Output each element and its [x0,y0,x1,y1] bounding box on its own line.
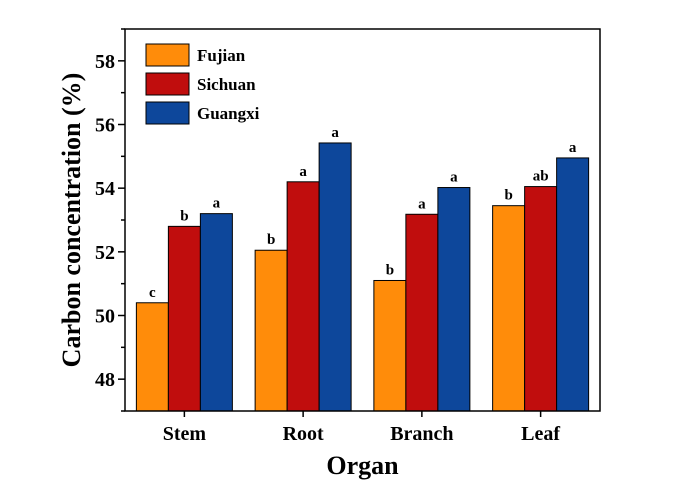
sig-label-sichuan-stem: b [180,208,188,224]
sig-label-sichuan-leaf: ab [533,169,549,185]
sig-label-fujian-branch: b [386,262,394,278]
y-tick-label: 52 [95,242,115,264]
legend-label-guangxi: Guangxi [197,104,260,123]
bar-sichuan-branch [405,213,439,412]
bar-fujian-leaf [492,205,526,412]
y-tick-label: 48 [95,369,115,391]
sig-label-guangxi-branch: a [450,170,458,186]
sig-label-fujian-leaf: b [504,188,512,204]
bar-fujian-branch [373,279,407,412]
bar-sichuan-leaf [524,186,558,412]
legend-label-sichuan: Sichuan [197,75,256,94]
bar-guangxi-leaf [556,157,590,412]
bar-sichuan-stem [167,225,201,412]
x-tick-label-leaf: Leaf [521,423,560,445]
plot-frame [124,28,601,412]
y-tick-label: 56 [95,115,115,137]
bar-guangxi-branch [437,187,471,412]
sig-label-guangxi-leaf: a [569,140,577,156]
x-tick-label-stem: Stem [163,423,207,445]
y-tick-label: 50 [95,306,115,328]
y-axis-title: Carbon concentration (%) [57,73,86,368]
x-tick-label-root: Root [283,423,324,445]
bar-guangxi-stem [199,213,233,412]
legend-label-fujian: Fujian [197,46,246,65]
bar-fujian-stem [135,302,169,412]
legend-swatch-guangxi [145,101,190,125]
sig-label-sichuan-root: a [299,164,307,180]
y-axis: 48 50 52 54 56 58 [95,28,125,412]
y-tick-label: 58 [95,51,115,73]
x-tick-label-branch: Branch [390,423,453,445]
bars-group [135,142,590,412]
legend-swatch-fujian [145,43,190,67]
bar-guangxi-root [318,142,352,412]
bar-fujian-root [254,249,288,412]
sig-label-guangxi-stem: a [213,196,221,212]
sig-label-fujian-root: b [267,232,275,248]
sig-label-guangxi-root: a [331,125,339,141]
y-tick-label: 54 [95,178,115,200]
sig-label-sichuan-branch: a [418,196,426,212]
x-axis: Stem Root Branch Leaf [163,411,560,445]
sig-label-fujian-stem: c [149,285,156,301]
x-axis-title: Organ [326,451,399,480]
legend-swatch-sichuan [145,72,190,96]
legend: Fujian Sichuan Guangxi [145,43,260,125]
bar-sichuan-root [286,181,320,412]
